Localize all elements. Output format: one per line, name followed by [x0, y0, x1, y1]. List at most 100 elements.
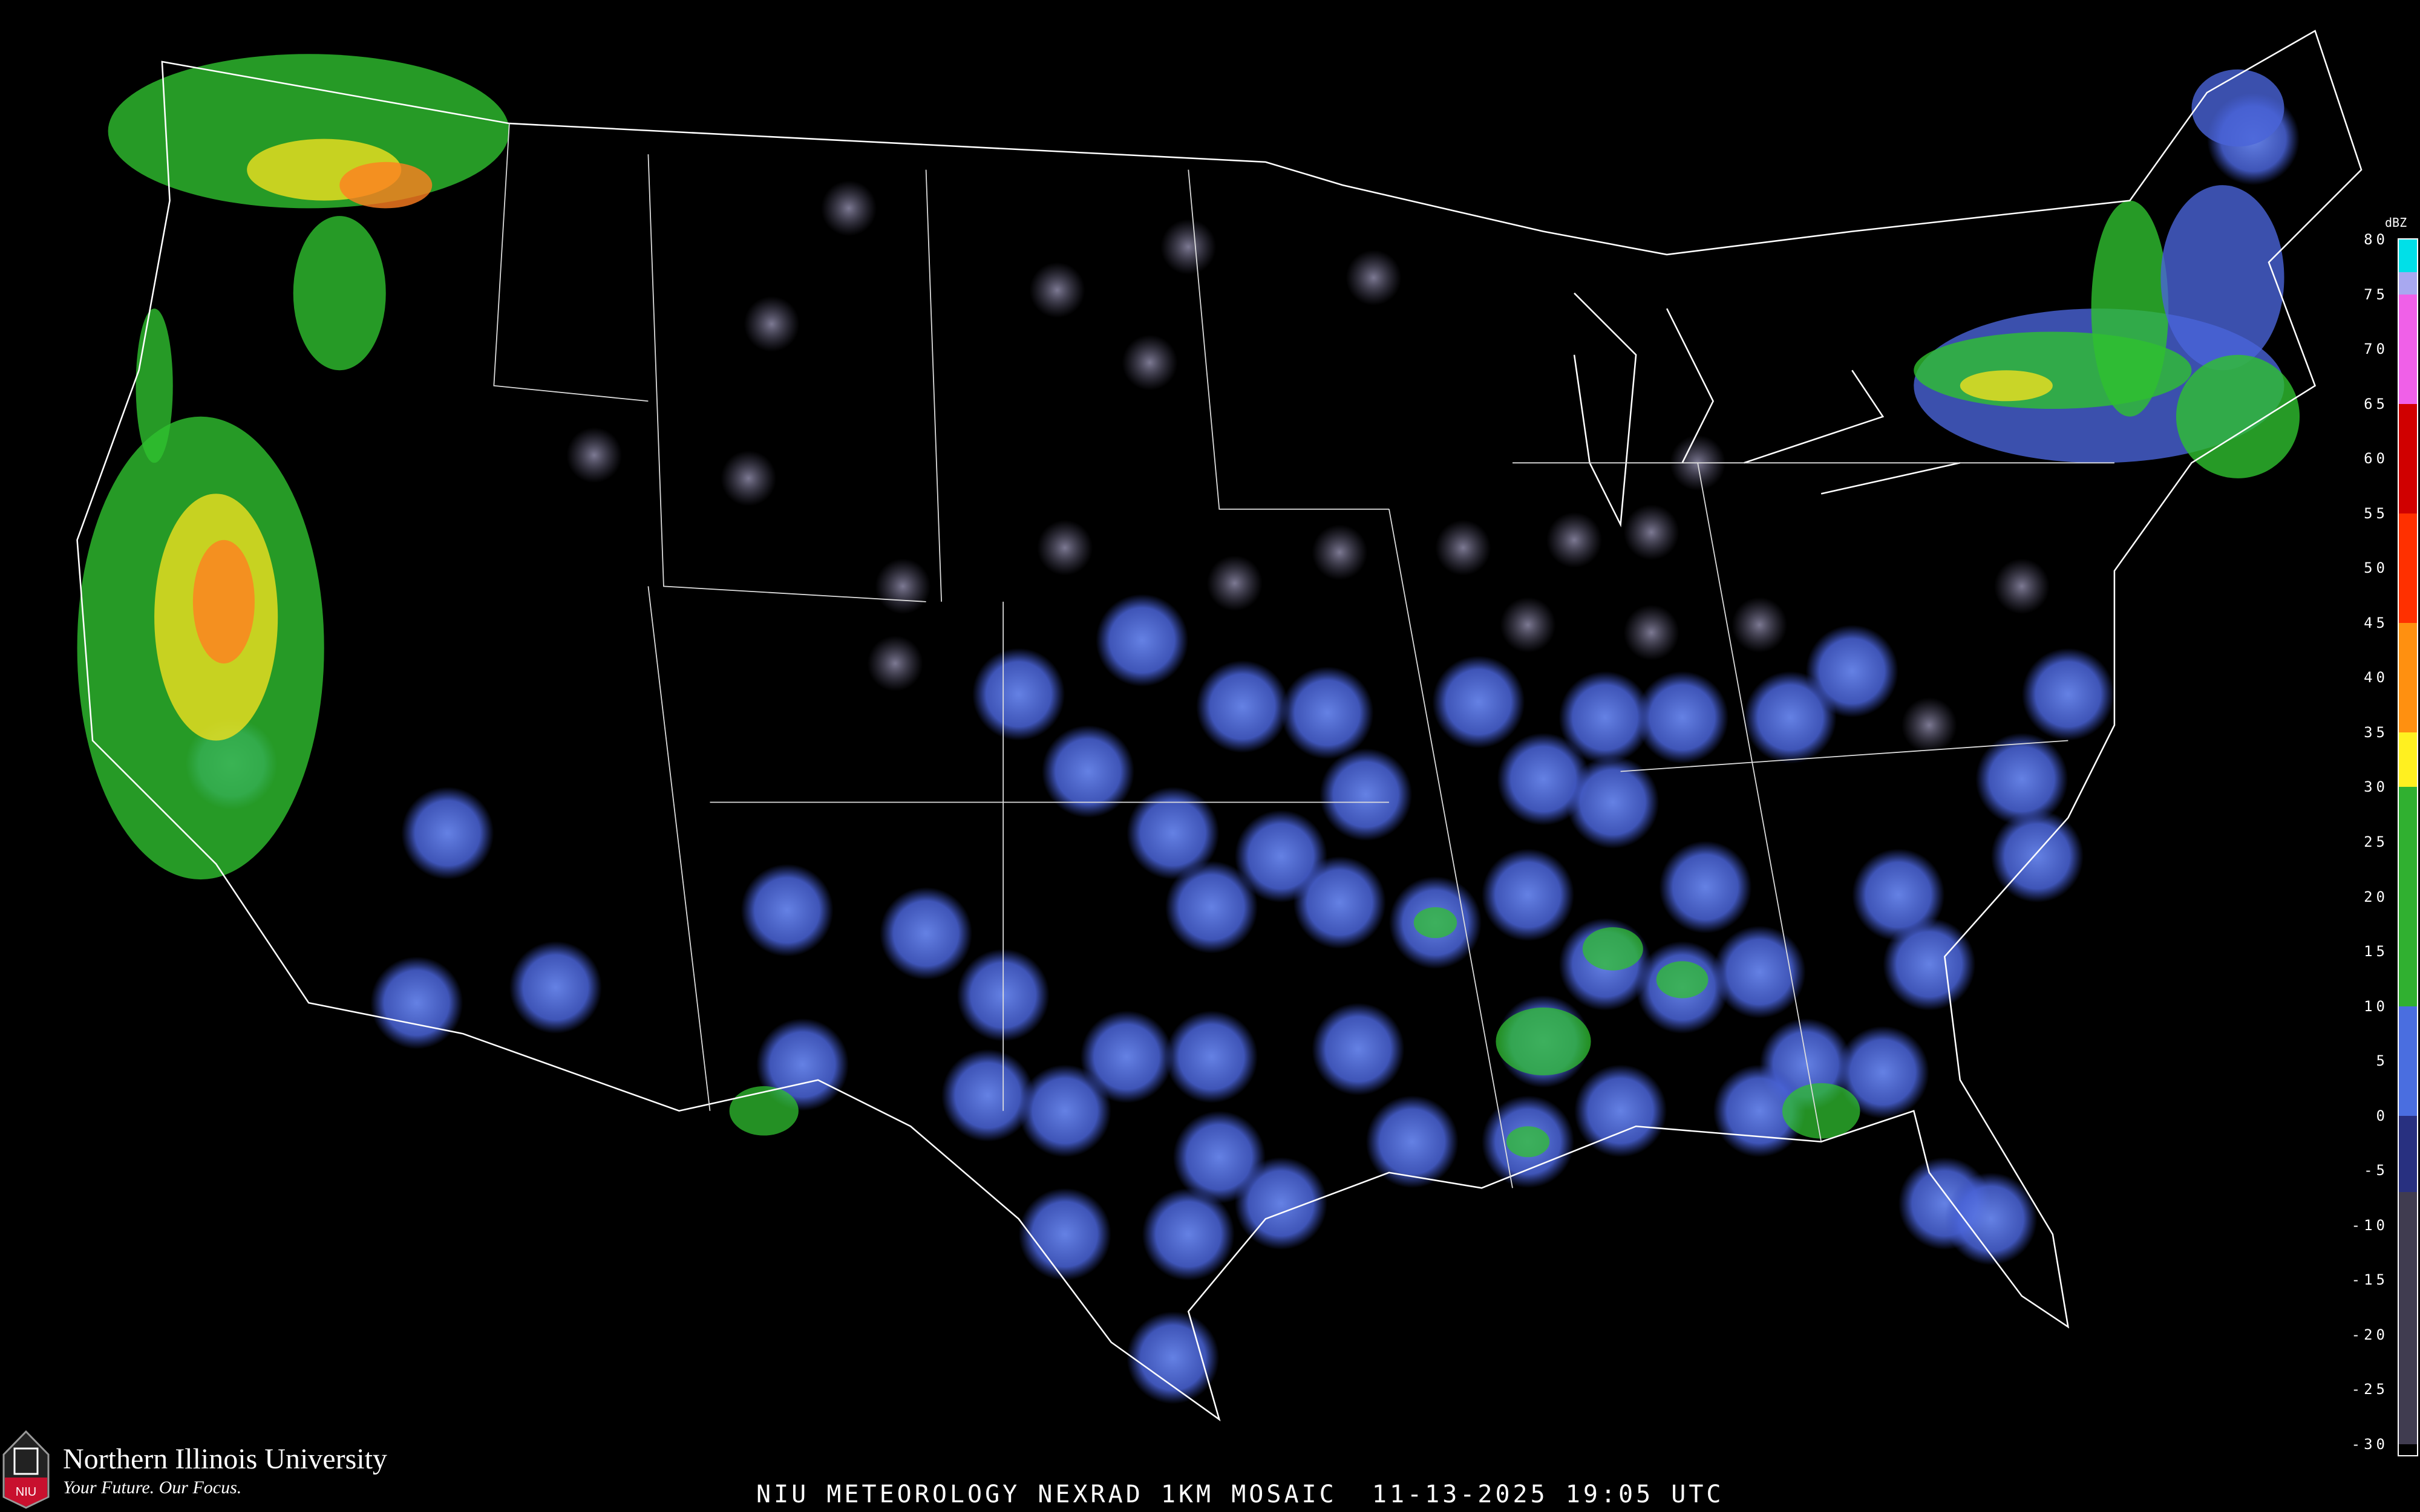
niu-shield-icon: NIU: [2, 1430, 50, 1509]
radar-echo-clear-air: [1435, 520, 1491, 576]
map-caption: NIU METEOROLOGY NEXRAD 1KM MOSAIC 11-13-…: [756, 1481, 1724, 1508]
precip-area: [1506, 1126, 1550, 1158]
radar-echo: [401, 787, 494, 880]
legend-tick: 25: [2364, 833, 2389, 850]
radar-echo: [1432, 656, 1525, 749]
state-line: [647, 586, 711, 1111]
precip-area: [293, 216, 386, 371]
precip-area: [1782, 1083, 1860, 1139]
state-line: [1697, 463, 1822, 1142]
radar-echo: [1281, 666, 1374, 760]
radar-echo-clear-air: [744, 296, 800, 352]
precip-area: [136, 308, 173, 463]
us-border: [76, 30, 2363, 1422]
radar-echo: [1883, 917, 1976, 1011]
radar-echo: [1320, 748, 1413, 841]
radar-echo: [1127, 1311, 1220, 1404]
radar-echo: [1713, 925, 1806, 1018]
radar-echo: [1805, 625, 1898, 718]
legend-tick: 60: [2364, 450, 2389, 468]
radar-echo-clear-air: [1346, 250, 1402, 306]
radar-echo-clear-air: [566, 427, 623, 483]
legend-unit: dBZ: [2385, 215, 2407, 230]
radar-echo-clear-air: [1029, 262, 1085, 318]
radar-echo-clear-air: [1312, 524, 1368, 581]
radar-echo: [1041, 725, 1134, 818]
radar-echo: [1558, 671, 1652, 764]
precipitation-areas: [77, 54, 2300, 880]
radar-echo: [1142, 1188, 1235, 1281]
radar-echo: [1165, 861, 1258, 954]
color-bar-segment: [2399, 732, 2417, 787]
radar-echo-clear-air: [821, 180, 877, 236]
radar-echo-clear-air: [1993, 558, 2050, 614]
legend-tick: 75: [2364, 285, 2389, 303]
radar-echo-clear-air: [1160, 219, 1217, 275]
radar-echo: [1018, 1188, 1111, 1281]
legend-tick: 5: [2376, 1052, 2389, 1070]
radar-echo: [880, 887, 973, 980]
radar-echo: [1975, 732, 2068, 826]
color-bar-segment: [2399, 1006, 2417, 1116]
radar-echo-clear-air: [1037, 520, 1093, 576]
radar-echo-clear-air: [875, 558, 931, 614]
legend-tick: 35: [2364, 723, 2389, 741]
radar-echo: [370, 956, 463, 1049]
legend-tick: 30: [2364, 778, 2389, 796]
radar-echo: [941, 1049, 1035, 1142]
state-line: [1188, 169, 1389, 510]
legend-tick: 20: [2364, 888, 2389, 905]
precip-area: [729, 1086, 799, 1136]
radar-echo-clear-air: [1732, 597, 1788, 653]
svg-text:NIU: NIU: [16, 1485, 36, 1499]
radar-echo: [1659, 841, 1752, 934]
state-lines: [493, 123, 2114, 1188]
color-bar-segment: [2399, 294, 2417, 404]
color-bar-segment: [2399, 1192, 2417, 1444]
precip-area: [1656, 961, 1709, 999]
precip-area: [2191, 69, 2284, 147]
university-name: Northern Illinois University: [63, 1443, 387, 1475]
precip-area: [2091, 200, 2169, 417]
radar-echo: [1852, 849, 1945, 942]
color-bar-segment: [2399, 513, 2417, 623]
radar-echo-clear-air: [1623, 605, 1679, 660]
state-line: [1620, 740, 2068, 772]
color-bar-segment: [2399, 403, 2417, 513]
radar-echo: [1574, 1064, 1667, 1158]
radar-echo-clear-air: [1546, 512, 1602, 568]
legend-tick: -30: [2351, 1436, 2389, 1453]
radar-echo: [972, 648, 1065, 741]
niu-logo: NIU Northern Illinois University Your Fu…: [2, 1430, 462, 1509]
radar-echo: [1566, 756, 1660, 849]
legend-tick: -10: [2351, 1216, 2389, 1234]
radar-echo: [1018, 1064, 1111, 1158]
legend-tick: -15: [2351, 1271, 2389, 1289]
radar-echo: [1165, 1010, 1258, 1103]
radar-echo: [1127, 787, 1220, 880]
radar-echo: [756, 1018, 849, 1111]
legend-tick: -20: [2351, 1326, 2389, 1343]
precip-area: [1582, 927, 1643, 971]
radar-echo: [1636, 671, 1729, 764]
legend-tick: 10: [2364, 997, 2389, 1015]
radar-echo: [509, 941, 602, 1034]
state-line: [647, 154, 926, 602]
precip-area: [339, 161, 433, 209]
radar-echo: [1172, 1110, 1266, 1204]
radar-echo-clear-air: [1206, 555, 1263, 611]
radar-echo: [2021, 648, 2114, 741]
legend-tick: 0: [2376, 1107, 2389, 1124]
radar-echo-clear-air: [867, 636, 923, 691]
radar-echo: [1944, 1172, 2038, 1265]
radar-echo: [1196, 660, 1289, 753]
color-bar-segment: [2399, 622, 2417, 732]
radar-echo: [1481, 849, 1575, 942]
legend-tick: 45: [2364, 614, 2389, 631]
precip-area: [192, 539, 255, 663]
radar-echo: [1836, 1026, 1929, 1119]
radar-echo: [1312, 1003, 1405, 1096]
legend-tick: -5: [2364, 1162, 2389, 1179]
radar-echo: [1293, 856, 1386, 949]
state-line: [493, 123, 649, 402]
